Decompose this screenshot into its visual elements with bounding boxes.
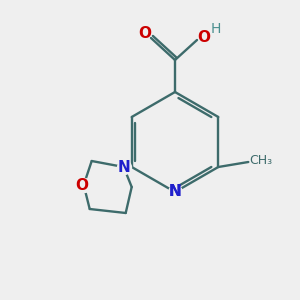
Text: N: N (169, 184, 182, 200)
Text: CH₃: CH₃ (250, 154, 273, 167)
Text: N: N (117, 160, 130, 175)
Text: H: H (211, 22, 221, 36)
Text: O: O (75, 178, 88, 193)
Text: O: O (139, 26, 152, 40)
Text: N: N (169, 184, 182, 200)
Text: O: O (197, 31, 211, 46)
